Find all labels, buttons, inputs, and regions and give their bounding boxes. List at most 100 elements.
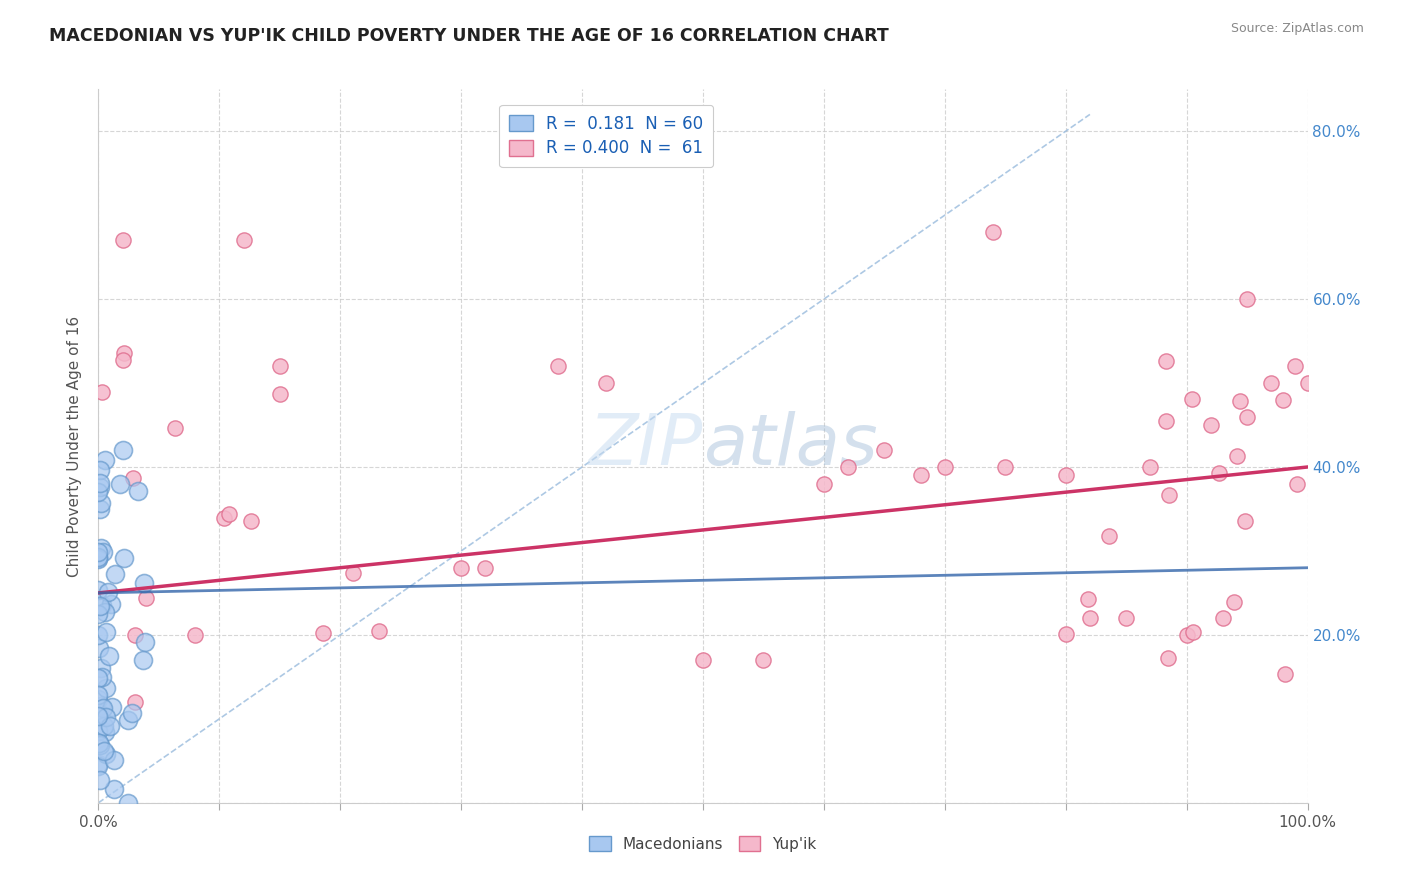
Point xyxy=(87,691,110,706)
Point xyxy=(89,599,111,613)
Point xyxy=(269,359,291,374)
Point xyxy=(122,471,145,485)
Point xyxy=(87,628,110,642)
Point xyxy=(90,384,112,399)
Point xyxy=(89,772,111,787)
Point xyxy=(94,453,117,467)
Text: MACEDONIAN VS YUP'IK CHILD POVERTY UNDER THE AGE OF 16 CORRELATION CHART: MACEDONIAN VS YUP'IK CHILD POVERTY UNDER… xyxy=(49,27,889,45)
Point xyxy=(87,689,110,703)
Point xyxy=(1157,488,1180,502)
Point xyxy=(87,756,110,771)
Point xyxy=(312,625,335,640)
Point xyxy=(1236,409,1258,424)
Point xyxy=(87,706,110,720)
Point xyxy=(1199,417,1222,432)
Point xyxy=(1226,449,1249,463)
Point xyxy=(450,560,472,574)
Point xyxy=(89,502,111,516)
Point xyxy=(873,443,896,458)
Point xyxy=(111,233,134,247)
Point xyxy=(1229,394,1251,409)
Point xyxy=(90,541,112,556)
Point xyxy=(994,460,1017,475)
Point xyxy=(752,653,775,667)
Point xyxy=(90,496,112,510)
Point xyxy=(1078,611,1101,625)
Point xyxy=(240,515,263,529)
Point xyxy=(94,747,117,761)
Point xyxy=(1236,292,1258,306)
Point xyxy=(1274,667,1296,681)
Point xyxy=(1157,651,1180,665)
Point xyxy=(111,443,134,458)
Point xyxy=(910,468,932,483)
Legend: Macedonians, Yup'ik: Macedonians, Yup'ik xyxy=(582,829,824,859)
Point xyxy=(117,713,139,727)
Point xyxy=(101,699,124,714)
Point xyxy=(131,653,153,667)
Point xyxy=(114,346,136,360)
Point xyxy=(218,507,240,521)
Point xyxy=(121,706,143,721)
Point xyxy=(103,781,125,796)
Point xyxy=(90,698,112,713)
Point xyxy=(547,359,569,374)
Point xyxy=(91,701,114,715)
Point xyxy=(212,511,235,525)
Point xyxy=(87,550,110,565)
Point xyxy=(837,460,859,475)
Point xyxy=(135,591,157,605)
Point xyxy=(1181,625,1204,640)
Point xyxy=(1115,611,1137,625)
Point xyxy=(342,566,364,581)
Point xyxy=(1285,476,1308,491)
Point xyxy=(87,544,110,558)
Point xyxy=(367,624,389,638)
Point xyxy=(87,582,110,597)
Point xyxy=(93,724,115,739)
Point xyxy=(163,421,186,435)
Point xyxy=(124,628,146,642)
Point xyxy=(595,376,617,390)
Point xyxy=(93,743,115,757)
Point xyxy=(1154,415,1177,429)
Point xyxy=(87,607,110,622)
Point xyxy=(1181,392,1204,406)
Point xyxy=(89,738,111,752)
Point xyxy=(981,225,1004,239)
Text: ZIP: ZIP xyxy=(589,411,703,481)
Point xyxy=(96,624,118,639)
Point xyxy=(117,796,139,810)
Point xyxy=(87,640,110,655)
Point xyxy=(87,550,110,565)
Point xyxy=(184,628,207,642)
Point xyxy=(1077,592,1099,607)
Point xyxy=(1098,529,1121,543)
Point xyxy=(269,387,291,401)
Point xyxy=(87,708,110,723)
Point xyxy=(87,758,110,772)
Point xyxy=(134,575,156,590)
Point xyxy=(1233,514,1256,528)
Point xyxy=(1175,628,1198,642)
Point xyxy=(1272,392,1295,407)
Point xyxy=(91,670,114,684)
Point xyxy=(93,606,115,620)
Point xyxy=(127,484,149,499)
Point xyxy=(134,635,156,649)
Point xyxy=(96,681,118,696)
Point xyxy=(813,476,835,491)
Point xyxy=(474,560,496,574)
Point xyxy=(1296,376,1319,390)
Point xyxy=(124,695,146,709)
Point xyxy=(93,719,115,733)
Point xyxy=(98,719,121,733)
Point xyxy=(1054,468,1077,483)
Point xyxy=(104,567,127,582)
Point xyxy=(91,545,114,559)
Point xyxy=(111,352,134,367)
Point xyxy=(1208,466,1230,480)
Point xyxy=(94,709,117,723)
Point xyxy=(692,653,714,667)
Point xyxy=(1054,627,1077,641)
